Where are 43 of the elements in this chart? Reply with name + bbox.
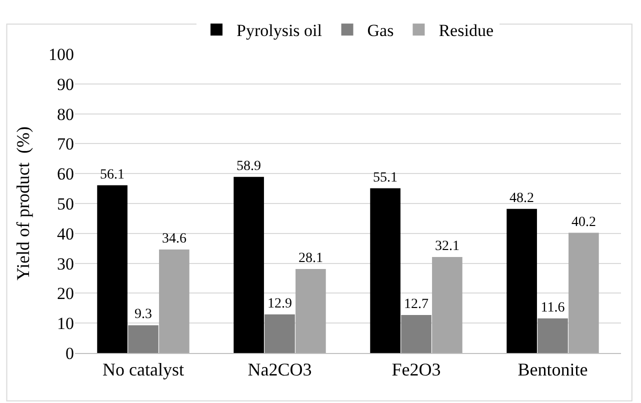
y-tick-label: 20 bbox=[57, 284, 74, 304]
data-label: 56.1 bbox=[100, 167, 125, 182]
y-tick-label: 100 bbox=[48, 44, 74, 64]
y-tick-label: 30 bbox=[57, 254, 74, 274]
x-tick-label: Na2CO3 bbox=[248, 360, 312, 380]
x-tick-label: No catalyst bbox=[102, 360, 184, 380]
data-label: 55.1 bbox=[373, 170, 398, 186]
data-label: 48.2 bbox=[510, 190, 534, 206]
data-label: 58.9 bbox=[236, 158, 262, 174]
y-tick-label: 0 bbox=[66, 344, 74, 363]
data-label: 11.6 bbox=[540, 300, 565, 316]
data-label: 28.1 bbox=[298, 250, 323, 266]
y-tick-label: 90 bbox=[57, 74, 74, 94]
x-tick-label: Fe2O3 bbox=[392, 360, 441, 380]
legend-label: Pyrolysis oil bbox=[236, 21, 322, 40]
y-tick-label: 50 bbox=[57, 194, 74, 214]
bar bbox=[128, 325, 158, 353]
data-label: 32.1 bbox=[434, 239, 460, 254]
bar bbox=[296, 268, 326, 353]
y-axis-title: Yield of product (%) bbox=[13, 126, 33, 280]
bar bbox=[401, 315, 432, 353]
bar bbox=[159, 250, 190, 353]
bar bbox=[234, 176, 264, 353]
y-tick-label: 10 bbox=[57, 314, 74, 334]
bar bbox=[506, 208, 537, 353]
y-tick-label: 40 bbox=[57, 224, 74, 244]
bar bbox=[370, 188, 400, 353]
bar bbox=[568, 232, 599, 353]
bar bbox=[264, 314, 295, 353]
data-label: 9.3 bbox=[134, 307, 152, 322]
y-tick-label: 80 bbox=[57, 104, 74, 124]
bar bbox=[97, 185, 128, 353]
y-tick-label: 60 bbox=[57, 164, 74, 184]
legend-label: Gas bbox=[367, 21, 394, 40]
data-label: 12.9 bbox=[268, 296, 292, 312]
data-label: 12.7 bbox=[404, 297, 428, 312]
legend-label: Residue bbox=[438, 21, 494, 40]
bar bbox=[432, 257, 462, 353]
x-tick-label: Bentonite bbox=[518, 360, 588, 380]
bar bbox=[538, 318, 568, 353]
y-tick-label: 70 bbox=[57, 134, 74, 154]
data-label: 40.2 bbox=[571, 214, 596, 230]
data-label: 34.6 bbox=[162, 232, 186, 247]
